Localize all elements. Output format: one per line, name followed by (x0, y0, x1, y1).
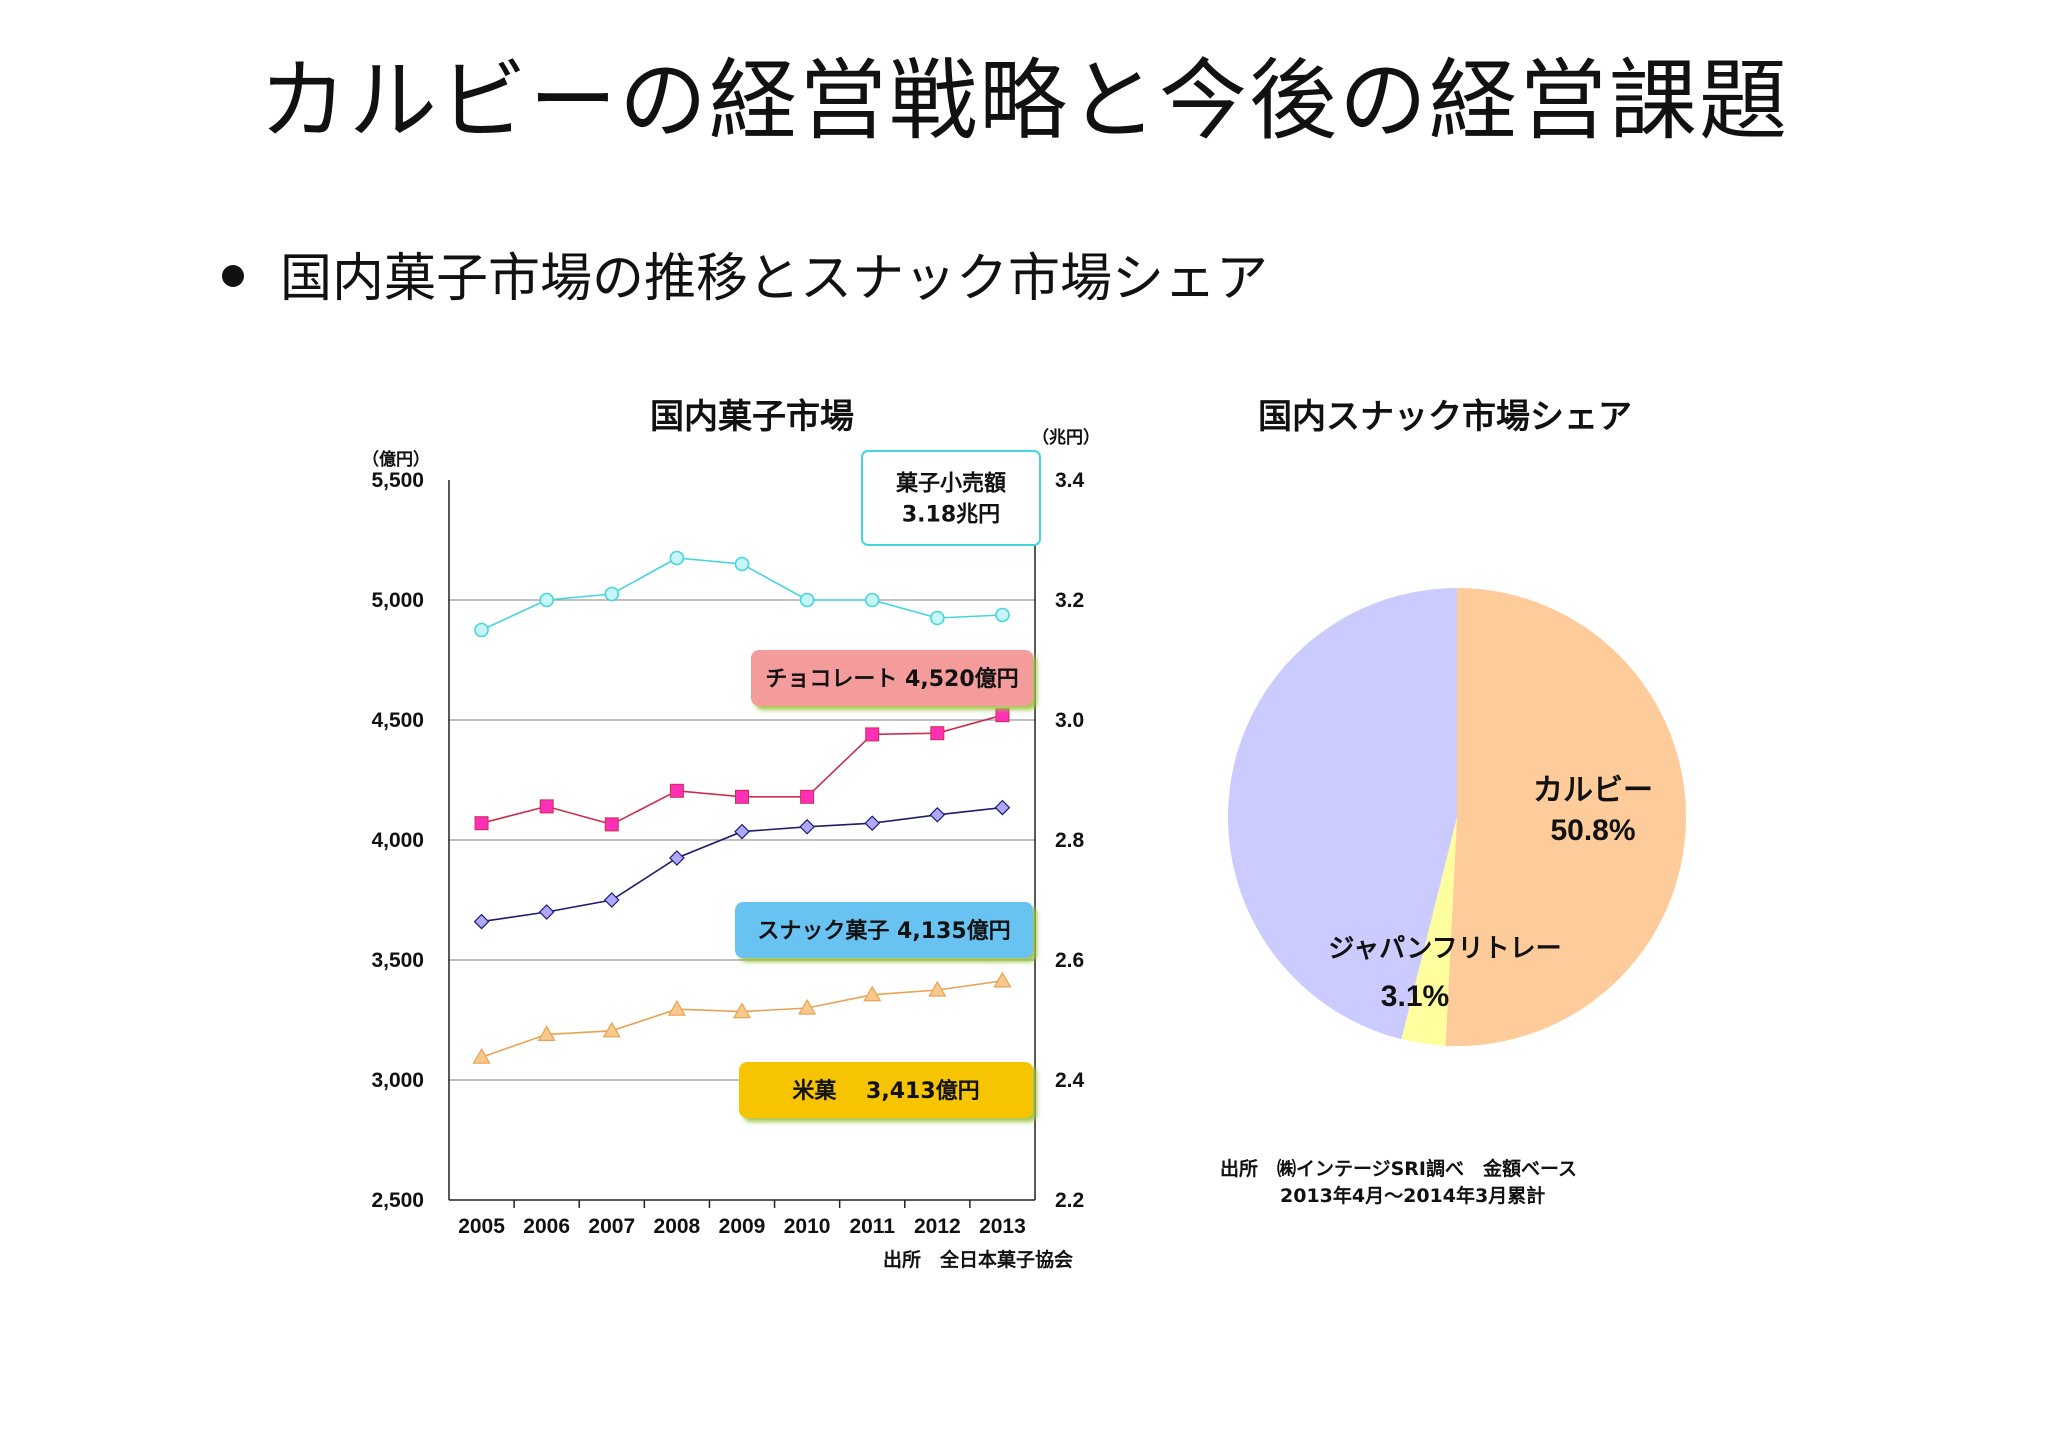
data-point (929, 806, 946, 823)
y2-tick-label: 3.4 (1055, 469, 1085, 492)
x-tick-label: 2009 (719, 1215, 766, 1238)
line-chart: 国内菓子市場 （億円） （兆円） 出所 全日本菓子協会 2,500 3,000 3,… (362, 397, 1100, 1271)
series-line-1 (481, 714, 1003, 826)
data-point (669, 550, 685, 566)
line-chart-source: 出所 全日本菓子協会 (883, 1248, 1073, 1271)
series-label-text: スナック菓子 4,135億円 (757, 918, 1010, 944)
pie-slice-1 (1401, 817, 1457, 1046)
data-point (735, 789, 749, 804)
y-tick-label: 4,000 (371, 829, 424, 852)
data-point (474, 622, 489, 638)
y-tick-label: 5,000 (371, 589, 424, 612)
line-chart-title: 国内菓子市場 (650, 397, 854, 437)
bullet-item: 国内菓子市場の推移とスナック市場シェア (222, 236, 1268, 311)
data-point (473, 913, 490, 930)
pie-source-line-2: 2013年4月～2014年3月累計 (1280, 1184, 1545, 1207)
data-point (865, 727, 880, 742)
y-tick-label: 3,000 (371, 1069, 424, 1092)
x-tick-label: 2007 (588, 1215, 635, 1238)
slide-title: カルビーの経営戦略と今後の経営課題 (258, 49, 1789, 152)
data-point (539, 799, 554, 814)
data-point (863, 985, 882, 1002)
series-label-text: 菓子小売額 (895, 471, 1006, 497)
data-point (930, 726, 945, 741)
y2-tick-label: 2.6 (1055, 949, 1084, 972)
pie-label-calbee: カルビー (1533, 773, 1653, 808)
data-point (994, 799, 1011, 816)
data-point (539, 592, 554, 608)
x-tick-label: 2006 (523, 1215, 570, 1238)
data-point (538, 904, 555, 920)
data-point (667, 999, 686, 1016)
pie-chart-title: 国内スナック市場シェア (1258, 397, 1632, 437)
data-point (472, 1047, 491, 1064)
data-point (995, 607, 1010, 623)
data-point (799, 818, 815, 835)
data-point (603, 892, 620, 908)
x-tick-label: 2008 (654, 1215, 701, 1238)
y-tick-label: 4,500 (371, 709, 424, 732)
y-tick-label: 3,500 (371, 949, 424, 972)
series-label-text: チョコレート 4,520億円 (765, 666, 1018, 692)
data-point (995, 708, 1010, 723)
data-point (864, 815, 881, 832)
y2-tick-label: 2.2 (1055, 1189, 1084, 1212)
series-label-text: 3.18兆円 (902, 503, 1000, 528)
series-line-3 (481, 980, 1003, 1058)
data-point (799, 592, 815, 608)
x-tick-label: 2005 (458, 1215, 505, 1238)
data-point (474, 816, 489, 831)
data-point (800, 789, 815, 804)
bullet-text: 国内菓子市場の推移とスナック市場シェア (280, 249, 1269, 309)
data-point (602, 1021, 621, 1038)
pie-slice-2 (1228, 588, 1457, 1040)
bullet-dot-icon (222, 265, 244, 287)
data-point (604, 586, 620, 602)
y2-tick-label: 3.0 (1055, 709, 1084, 732)
data-point (734, 823, 750, 840)
data-point (537, 1025, 556, 1042)
pie-chart: 国内スナック市場シェア 出所 ㈱インテージSRI調べ 金額ベース 2013年4月… (1220, 397, 1686, 1207)
pie-value-fritolay: 3.1% (1381, 980, 1449, 1013)
series-label-box (861, 450, 1041, 546)
y2-tick-label: 2.4 (1055, 1069, 1085, 1092)
x-tick-label: 2011 (849, 1215, 895, 1238)
data-point (732, 1002, 752, 1019)
pie-value-calbee: 50.8% (1550, 814, 1635, 847)
pie-source-line-1: 出所 ㈱インテージSRI調べ 金額ベース (1220, 1157, 1577, 1180)
x-tick-label: 2012 (914, 1215, 961, 1238)
data-point (604, 817, 619, 832)
data-point (669, 783, 684, 798)
x-tick-label: 2010 (784, 1215, 831, 1238)
series-label-box (751, 650, 1033, 706)
left-axis-unit: （億円） (362, 449, 430, 470)
x-tick-label: 2013 (979, 1215, 1026, 1238)
data-point (734, 556, 750, 572)
y2-tick-label: 3.2 (1055, 589, 1084, 612)
data-point (930, 610, 945, 626)
data-point (864, 592, 880, 608)
right-axis-unit: （兆円） (1032, 427, 1100, 448)
series-label-text: 米菓 3,413億円 (792, 1078, 979, 1104)
data-point (798, 998, 817, 1015)
pie-slice-0 (1445, 588, 1686, 1046)
y2-tick-label: 2.8 (1055, 829, 1085, 852)
series-label-box (739, 1062, 1033, 1118)
data-point (669, 850, 685, 866)
y-tick-label: 5,500 (371, 469, 424, 492)
series-label-box (735, 902, 1033, 958)
data-point (993, 971, 1012, 988)
pie-label-fritolay: ジャパンフリトレー (1328, 934, 1561, 964)
data-point (928, 980, 947, 997)
y-tick-label: 2,500 (371, 1189, 424, 1212)
